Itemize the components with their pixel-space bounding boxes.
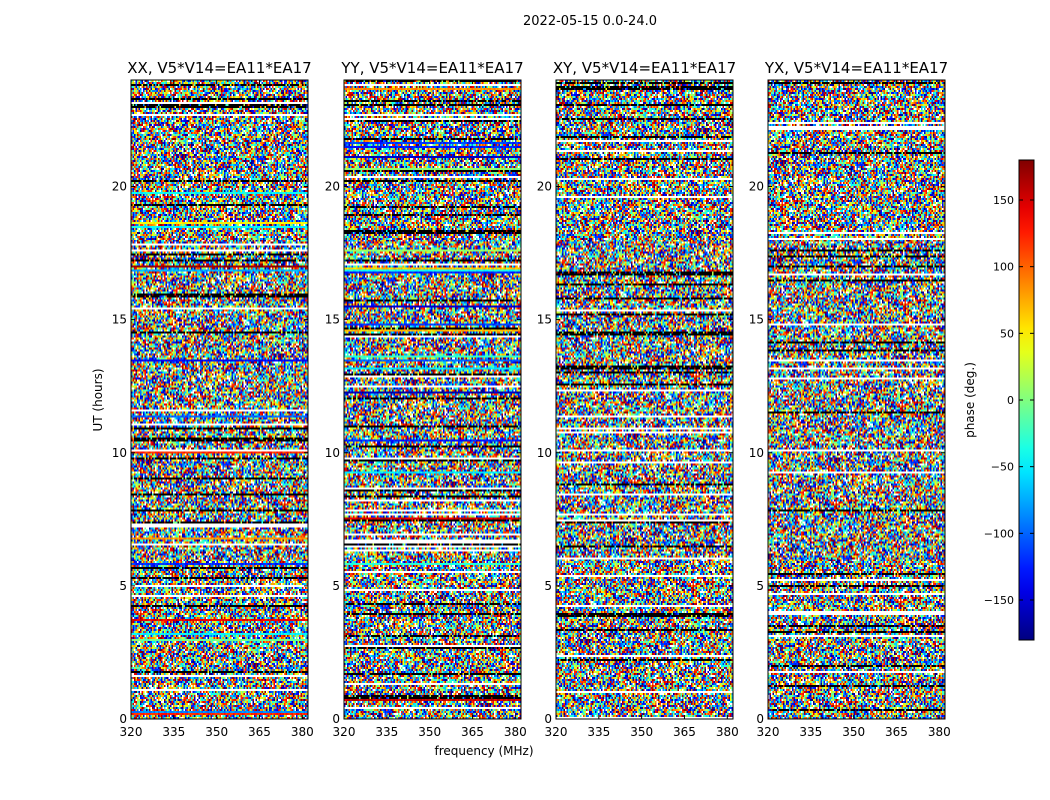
x-tick-label: 350 bbox=[205, 725, 228, 739]
y-tick-label: 15 bbox=[749, 313, 764, 327]
y-tick-label: 0 bbox=[756, 712, 764, 726]
panel-title: XY, V5*V14=EA11*EA17 bbox=[553, 59, 736, 77]
y-tick-label: 10 bbox=[325, 446, 340, 460]
x-tick-label: 320 bbox=[757, 725, 780, 739]
colorbar-tick-label: 50 bbox=[1000, 327, 1014, 340]
heatmap-yx bbox=[768, 80, 945, 719]
colorbar-label: phase (deg.) bbox=[963, 362, 977, 438]
x-tick-label: 320 bbox=[120, 725, 143, 739]
y-axis-label: UT (hours) bbox=[91, 368, 105, 431]
y-tick-label: 10 bbox=[537, 446, 552, 460]
x-tick-label: 335 bbox=[162, 725, 185, 739]
x-tick-label: 365 bbox=[885, 725, 908, 739]
x-tick-label: 365 bbox=[248, 725, 271, 739]
figure-title: 2022-05-15 0.0-24.0 bbox=[523, 14, 657, 29]
panel-frame bbox=[555, 79, 734, 720]
y-tick-label: 10 bbox=[749, 446, 764, 460]
x-tick-label: 320 bbox=[333, 725, 356, 739]
panel-frame bbox=[343, 79, 522, 720]
panel-xx: XX, V5*V14=EA11*EA17 320 335 350 365 380 0 5 10 1… bbox=[112, 59, 314, 739]
panel-yx: YX, V5*V14=EA11*EA17 320 335 350 365 380 0 5 10 1… bbox=[749, 59, 951, 739]
y-tick-label: 5 bbox=[756, 579, 764, 593]
y-tick-label: 20 bbox=[749, 180, 764, 194]
panel-yy: YY, V5*V14=EA11*EA17 320 335 350 365 380 0 5 10 1… bbox=[325, 59, 527, 739]
heatmap-yy bbox=[344, 80, 521, 719]
y-tick-label: 5 bbox=[119, 579, 127, 593]
y-tick-label: 20 bbox=[112, 180, 127, 194]
y-tick-label: 0 bbox=[332, 712, 340, 726]
x-axis-label: frequency (MHz) bbox=[434, 744, 533, 758]
x-tick-label: 350 bbox=[842, 725, 865, 739]
colorbar-tick-label: 100 bbox=[993, 261, 1014, 274]
colorbar-tick-label: −100 bbox=[984, 527, 1014, 540]
y-tick-label: 20 bbox=[325, 180, 340, 194]
panel-title: YY, V5*V14=EA11*EA17 bbox=[340, 59, 523, 77]
x-tick-label: 380 bbox=[716, 725, 739, 739]
x-tick-label: 365 bbox=[673, 725, 696, 739]
panel-title: XX, V5*V14=EA11*EA17 bbox=[127, 59, 311, 77]
y-tick-label: 5 bbox=[332, 579, 340, 593]
x-tick-label: 335 bbox=[587, 725, 610, 739]
y-tick-label: 0 bbox=[119, 712, 127, 726]
x-tick-label: 350 bbox=[630, 725, 653, 739]
panel-xy: XY, V5*V14=EA11*EA17 320 335 350 365 380 0 5 10 1… bbox=[537, 59, 739, 739]
y-tick-label: 10 bbox=[112, 446, 127, 460]
panel-frame bbox=[767, 79, 946, 720]
x-tick-label: 320 bbox=[545, 725, 568, 739]
y-tick-label: 5 bbox=[544, 579, 552, 593]
colorbar-tick-label: −150 bbox=[984, 594, 1014, 607]
x-tick-label: 350 bbox=[418, 725, 441, 739]
heatmap-xx bbox=[131, 80, 308, 719]
x-tick-label: 380 bbox=[291, 725, 314, 739]
heatmap-xy bbox=[556, 80, 733, 719]
panel-frame bbox=[130, 79, 309, 720]
colorbar-tick-label: 0 bbox=[1007, 394, 1014, 407]
panel-title: YX, V5*V14=EA11*EA17 bbox=[764, 59, 948, 77]
colorbar-tick-label: −50 bbox=[991, 461, 1014, 474]
x-tick-label: 380 bbox=[504, 725, 527, 739]
y-tick-label: 20 bbox=[537, 180, 552, 194]
colorbar: −150 −100 −50 0 50 100 150 bbox=[984, 159, 1035, 641]
y-tick-label: 15 bbox=[325, 313, 340, 327]
x-tick-label: 335 bbox=[799, 725, 822, 739]
colorbar-tick-label: 150 bbox=[993, 194, 1014, 207]
y-tick-label: 15 bbox=[112, 313, 127, 327]
y-tick-label: 15 bbox=[537, 313, 552, 327]
x-tick-label: 365 bbox=[461, 725, 484, 739]
y-tick-label: 0 bbox=[544, 712, 552, 726]
x-tick-label: 380 bbox=[928, 725, 951, 739]
x-tick-label: 335 bbox=[375, 725, 398, 739]
